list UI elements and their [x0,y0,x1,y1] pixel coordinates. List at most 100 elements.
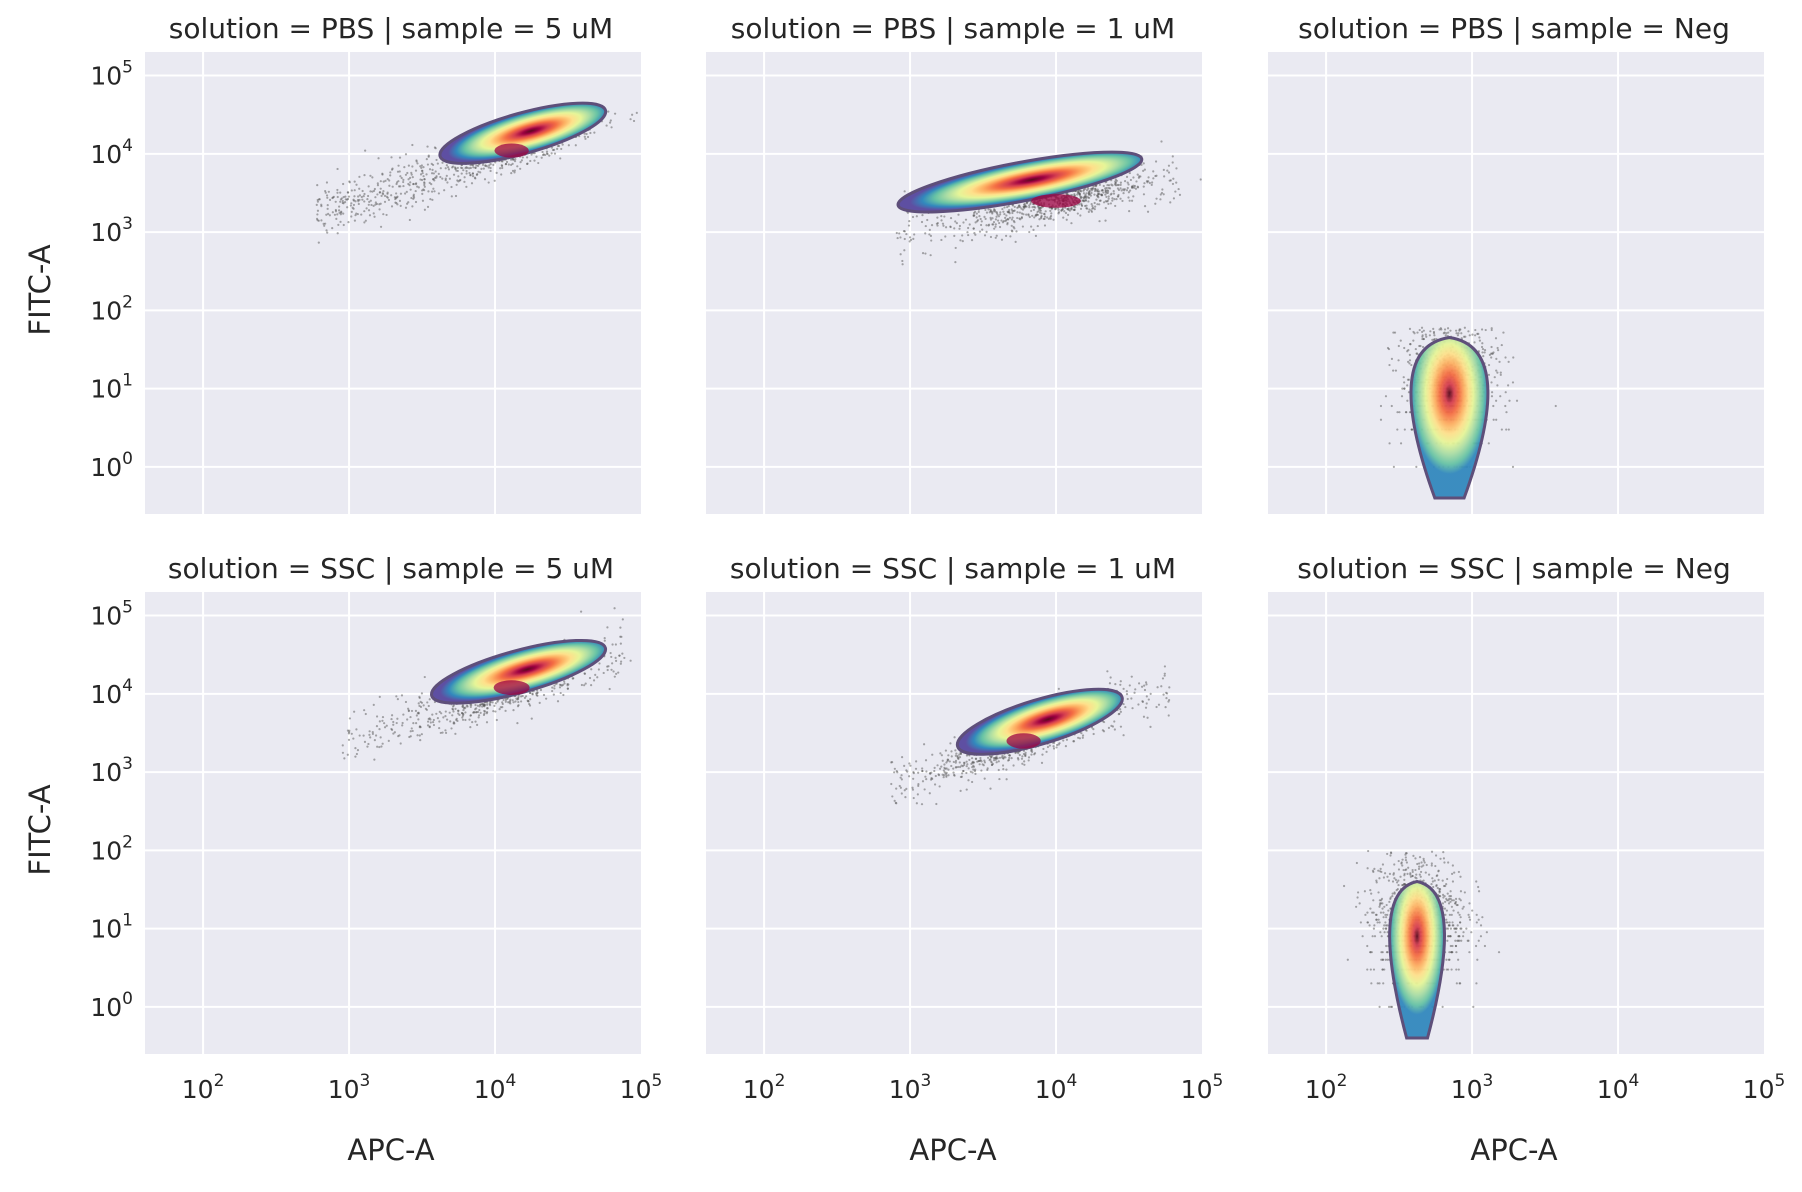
scatter-point [908,775,911,778]
scatter-point [1085,207,1088,210]
scatter-point [342,196,345,199]
scatter-point [1490,345,1493,349]
scatter-point [325,194,329,197]
scatter-point [1098,203,1101,206]
scatter-point [420,189,424,192]
scatter-point [539,688,543,692]
scatter-point [443,189,446,192]
scatter-point [463,176,466,179]
scatter-point [416,185,419,188]
scatter-point [1397,344,1400,348]
scatter-point [454,707,457,710]
scatter-point [414,169,418,172]
scatter-point [1002,768,1005,771]
scatter-point [1485,931,1488,934]
scatter-point [410,173,413,176]
scatter-point [1106,670,1109,673]
scatter-point [417,718,420,721]
scatter-point [993,227,996,230]
scatter-point [1144,681,1148,684]
scatter-point [586,135,590,139]
scatter-point [1408,353,1411,356]
scatter-point [358,198,361,202]
scatter-point [475,707,478,710]
scatter-point [1115,179,1118,182]
scatter-point [989,208,992,211]
scatter-point [513,169,516,172]
scatter-point [485,712,488,715]
scatter-point [949,216,953,220]
scatter-point [1391,895,1394,898]
scatter-point [486,701,489,704]
scatter-point [1123,188,1126,191]
scatter-point [1127,191,1131,194]
scatter-point [469,173,472,177]
scatter-point [476,164,480,167]
scatter-point [367,185,370,188]
scatter-point [435,176,438,179]
scatter-point [456,169,459,173]
scatter-point [1122,687,1125,690]
scatter-point [985,211,989,214]
scatter-point [1111,197,1114,200]
scatter-point [451,714,454,717]
scatter-point [383,722,386,725]
scatter-point [1394,878,1398,881]
scatter-point [485,721,489,724]
scatter-point [325,181,329,184]
scatter-point [590,668,593,671]
scatter-point [363,221,366,224]
scatter-point [402,184,405,188]
scatter-point [521,694,524,698]
scatter-point [954,261,957,264]
scatter-point [452,165,455,168]
density-contours [438,101,608,165]
scatter-point [917,784,920,787]
scatter-point [584,137,587,140]
scatter-point [965,771,968,775]
scatter-point [438,720,441,723]
scatter-point [1475,880,1478,883]
scatter-point [1000,238,1004,241]
scatter-point [958,227,961,230]
scatter-point [1137,703,1140,706]
scatter-point [940,214,943,218]
scatter-point [1388,442,1391,445]
scatter-point [352,198,355,201]
scatter-point [609,119,612,122]
scatter-point [1148,181,1151,185]
scatter-point [486,707,489,710]
scatter-point [327,212,330,215]
scatter-point [465,185,468,188]
scatter-point [519,167,522,170]
scatter-point [992,221,996,224]
scatter-point [316,213,319,216]
scatter-point [481,163,485,166]
scatter-point [1455,332,1458,335]
scatter-point [1102,201,1106,204]
density-peak [1006,733,1041,749]
scatter-point [961,234,964,237]
scatter-point [411,729,414,733]
scatter-point [342,223,345,227]
scatter-point [317,198,321,201]
scatter-point [468,171,471,175]
scatter-point [509,158,513,161]
scatter-point [1375,879,1378,882]
scatter-point [1403,346,1406,350]
scatter-point [553,684,556,687]
scatter-point [468,167,471,170]
scatter-point [334,210,338,213]
scatter-point [1156,686,1159,689]
scatter-point [387,198,391,202]
scatter-point [1169,201,1172,204]
scatter-point [355,752,358,756]
scatter-point [1163,175,1166,178]
scatter-point [368,200,371,203]
scatter-point [1126,186,1129,190]
scatter-point [968,758,971,762]
scatter-point [1458,913,1461,916]
scatter-point [444,731,448,734]
scatter-point [560,147,563,151]
scatter-point [1101,189,1104,192]
